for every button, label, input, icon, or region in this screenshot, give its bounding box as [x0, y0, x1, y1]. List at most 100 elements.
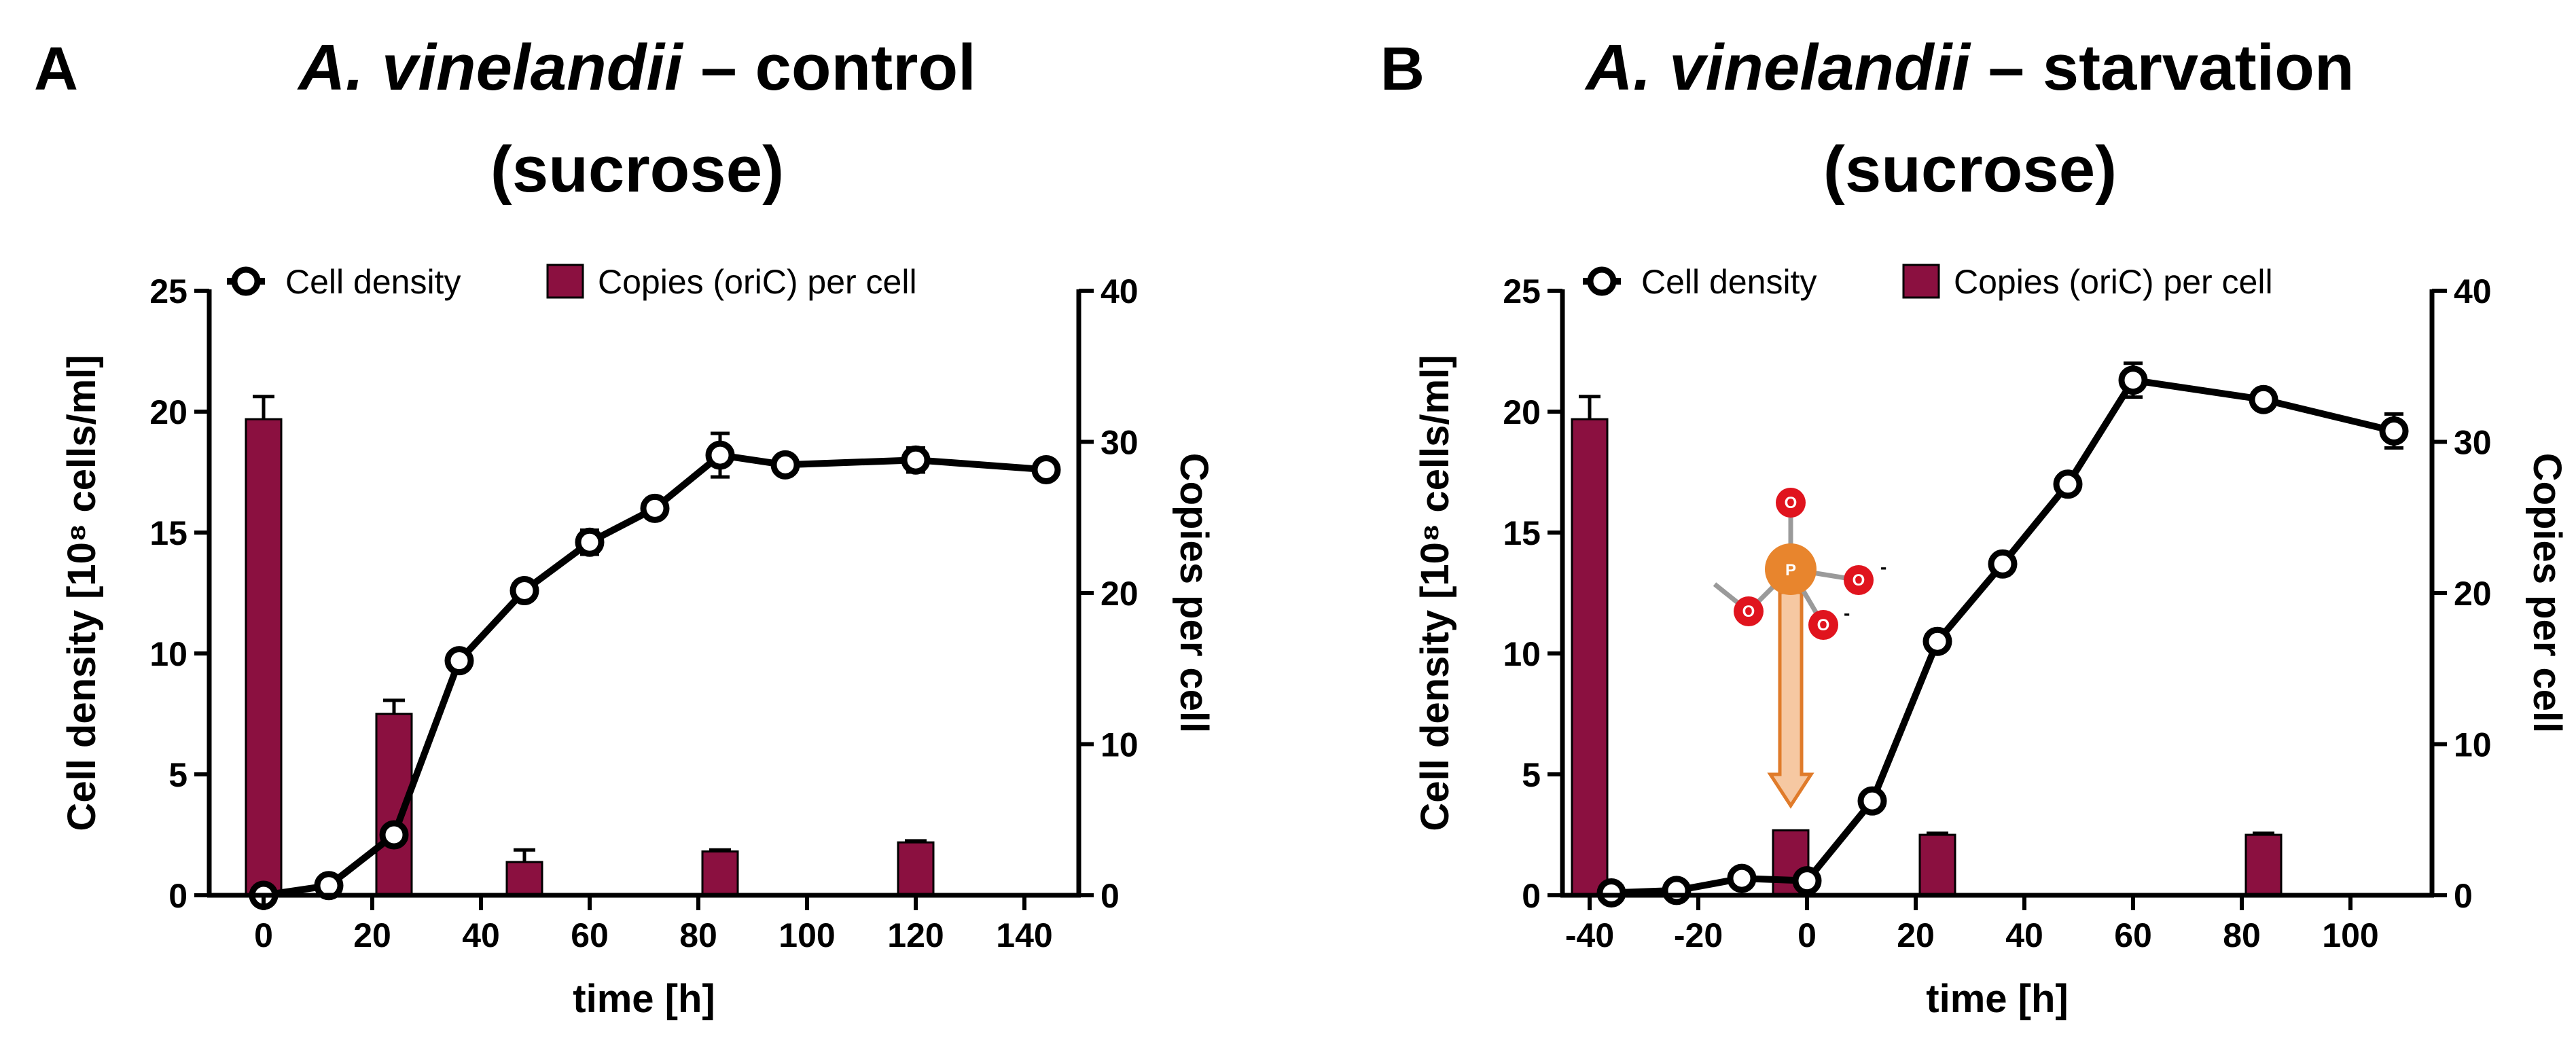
y-right-tick-label: 0: [2454, 877, 2473, 915]
phosphorus-atom-label: P: [1785, 561, 1796, 579]
bar-copies-per-cell: [2244, 833, 2283, 897]
legend-label-copies: Copies (oriC) per cell: [598, 263, 917, 301]
y-left-tick-label: 25: [149, 272, 187, 310]
cell-density-point: [1727, 863, 1757, 893]
y-left-tick-label: 10: [149, 635, 187, 673]
cell-density-point: [1988, 549, 2018, 579]
cell-density-point: [379, 820, 409, 850]
x-tick-label: 140: [996, 916, 1052, 954]
x-tick-label: 80: [2223, 916, 2261, 954]
x-tick-label: 60: [571, 916, 609, 954]
y-right-tick-label: 30: [1101, 424, 1139, 462]
y-left-tick-label: 20: [149, 393, 187, 431]
chart-panel-b: B A. vinelandii – starvation(sucrose)-40-…: [1380, 31, 2569, 1021]
legend-bar-swatch: [546, 264, 584, 299]
legend-label-cell-density: Cell density: [1641, 263, 1817, 301]
chart-title-species: A. vinelandii: [297, 31, 684, 104]
bar-copies-per-cell: [701, 850, 739, 897]
x-tick-label: 80: [679, 916, 717, 954]
x-tick-label: 20: [353, 916, 391, 954]
cell-density-point: [444, 646, 474, 676]
x-axis-label: time [h]: [573, 977, 715, 1021]
phosphorus-atom: [1765, 543, 1817, 595]
cell-density-point: [1922, 626, 1952, 656]
x-tick-label: 40: [462, 916, 500, 954]
y-right-tick-label: 40: [2454, 272, 2492, 310]
chart-title-line2: (sucrose): [1823, 133, 2117, 206]
oxygen-atom-label: O: [1785, 494, 1797, 512]
oxygen-atom: [1734, 596, 1764, 626]
x-tick-label: 100: [2322, 916, 2378, 954]
y-right-tick-label: 10: [2454, 726, 2492, 764]
cell-density-point: [640, 493, 670, 523]
cell-density-point: [901, 445, 931, 475]
y-left-tick-label: 0: [168, 877, 187, 915]
bar-copies-per-cell: [897, 841, 935, 897]
cell-density-point: [2118, 365, 2148, 395]
y-left-tick-label: 20: [1503, 393, 1541, 431]
oxygen-atom: [1776, 488, 1806, 518]
bar-copies-per-cell: [1571, 418, 1609, 897]
y-left-tick-label: 0: [1522, 877, 1541, 915]
oxygen-atom-label: O: [1817, 616, 1830, 634]
panel-label: B: [1380, 35, 1425, 103]
y-right-tick-label: 40: [1101, 272, 1139, 310]
oxygen-charge: -: [1880, 556, 1886, 577]
x-axis-label: time [h]: [1926, 977, 2068, 1021]
chart-title-species: A. vinelandii: [1585, 31, 1972, 104]
x-tick-label: 40: [2005, 916, 2043, 954]
x-tick-label: -20: [1674, 916, 1723, 954]
y-right-tick-label: 0: [1101, 877, 1120, 915]
chart-title-condition: – starvation: [1970, 31, 2355, 104]
y-right-tick-label: 30: [2454, 424, 2492, 462]
cell-density-point: [2053, 469, 2083, 499]
chart-title-line2: (sucrose): [490, 133, 784, 206]
phosphate-arrow: [1767, 590, 1814, 809]
chart-panel-a: A A. vinelandii – control (sucrose) 0 20 40 60…: [34, 31, 1216, 1021]
y-left-tick-label: 10: [1503, 635, 1541, 673]
oxygen-atom-label: O: [1742, 603, 1755, 621]
y-left-tick-label: 5: [1522, 756, 1541, 794]
y-right-tick-label: 20: [1101, 575, 1139, 613]
x-tick-label: 120: [887, 916, 944, 954]
x-tick-label: -40: [1565, 916, 1614, 954]
bar-copies-per-cell: [1918, 833, 1956, 897]
y-left-tick-label: 15: [1503, 514, 1541, 552]
y-axis-right-label: Copies per cell: [2525, 453, 2569, 734]
y-left-tick-label: 25: [1503, 272, 1541, 310]
oxygen-charge: -: [1844, 603, 1850, 624]
x-tick-label: 60: [2114, 916, 2152, 954]
cell-density-point: [575, 527, 605, 557]
cell-density-point: [2249, 384, 2278, 414]
cell-density-point: [509, 575, 539, 605]
oxygen-atom-label: O: [1853, 571, 1865, 590]
cell-density-point: [705, 440, 735, 470]
chart-title-condition: – control: [683, 31, 976, 104]
oxygen-atom: [1844, 565, 1874, 595]
x-tick-label: 0: [1797, 916, 1817, 954]
legend-point-swatch: [1587, 266, 1617, 296]
y-right-tick-label: 10: [1101, 726, 1139, 764]
chart-title: A. vinelandii – starvation: [1585, 31, 2355, 104]
legend-label-copies: Copies (oriC) per cell: [1954, 263, 2273, 301]
y-axis-left-label: Cell density [10⁸ cells/ml]: [60, 355, 104, 831]
y-axis-right-label: Copies per cell: [1172, 453, 1216, 734]
chart-title: A. vinelandii – control: [297, 31, 976, 104]
cell-density-point: [1596, 878, 1626, 908]
panel-label: A: [34, 35, 78, 103]
cell-density-point: [1792, 866, 1822, 896]
x-tick-label: 100: [779, 916, 835, 954]
cell-density-point: [1662, 876, 1692, 905]
cell-density-point: [1031, 454, 1061, 484]
y-left-tick-label: 15: [149, 514, 187, 552]
legend-point-swatch: [231, 266, 261, 296]
y-left-tick-label: 5: [168, 756, 187, 794]
y-axis-left-label: Cell density [10⁸ cells/ml]: [1413, 355, 1457, 831]
cell-density-point: [770, 450, 800, 480]
cell-density-point: [2379, 416, 2409, 446]
cell-density-point: [1857, 786, 1887, 816]
legend-bar-swatch: [1902, 264, 1940, 299]
x-tick-label: 0: [254, 916, 273, 954]
